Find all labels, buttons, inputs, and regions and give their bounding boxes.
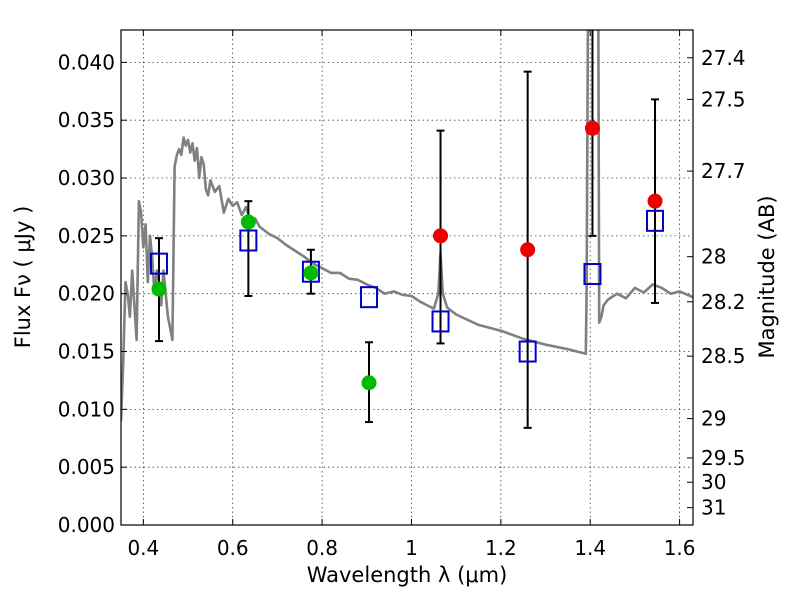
magnitude-axis-title: Magnitude (AB) (755, 195, 779, 358)
upper-limit-point (584, 120, 600, 136)
x-tick-label: 1.2 (485, 536, 517, 560)
model-photometry-square (301, 260, 320, 283)
model-photometry-square (518, 340, 537, 363)
y-tick-label: 0.035 (58, 108, 115, 132)
upper-limit-point (520, 242, 536, 258)
x-tick-label: 1.6 (664, 536, 696, 560)
magnitude-tick-label: 28 (701, 245, 726, 269)
x-tick-label: 1 (405, 536, 418, 560)
y-tick-label: 0.020 (58, 282, 115, 306)
magnitude-tick-label: 29 (701, 407, 726, 431)
magnitude-tick-label: 28.2 (701, 290, 746, 314)
magnitude-tick-label: 30 (701, 470, 726, 494)
x-tick-label: 1.4 (574, 536, 606, 560)
y-axis-ticks: 0.000 0.005 0.010 0.015 0.020 0.025 0.030 0.035… (58, 50, 127, 537)
x-axis-title: Wavelength λ (μm) (307, 563, 508, 587)
magnitude-tick-label: 27.5 (701, 87, 746, 111)
model-photometry-square (646, 209, 665, 232)
model-photometry-square (360, 286, 379, 309)
y-tick-label: 0.025 (58, 224, 115, 248)
y-tick-label: 0.010 (58, 397, 115, 421)
marker-layer (149, 120, 665, 391)
model-photometry-square (149, 252, 168, 275)
detection-point (361, 375, 377, 391)
detection-point (303, 265, 319, 281)
upper-limit-point (647, 193, 663, 209)
magnitude-tick-label: 27.7 (701, 159, 746, 183)
x-tick-label: 0.4 (127, 536, 159, 560)
x-axis-ticks: 0.4 0.6 0.8 1 1.2 1.4 1.6 (127, 30, 696, 560)
detection-point (151, 281, 167, 297)
model-photometry-square (239, 229, 258, 252)
upper-limit-point (433, 228, 449, 244)
magnitude-tick-label: 29.5 (701, 446, 746, 470)
y-axis-title: Flux Fν ( μJy ) (11, 206, 35, 349)
y-tick-label: 0.040 (58, 50, 115, 74)
plot-frame (120, 29, 694, 526)
y-tick-label: 0.005 (58, 455, 115, 479)
x-tick-label: 0.8 (306, 536, 338, 560)
y-tick-label: 0.000 (58, 513, 115, 537)
y-tick-label: 0.015 (58, 340, 115, 364)
magnitude-tick-label: 27.4 (701, 46, 746, 70)
magnitude-tick-label: 28.5 (701, 344, 746, 368)
x-tick-label: 0.6 (217, 536, 249, 560)
grid-lines (121, 30, 693, 526)
model-photometry-square (583, 263, 602, 286)
detection-point (240, 214, 256, 230)
y-tick-label: 0.030 (58, 166, 115, 190)
model-photometry-square (431, 310, 450, 333)
magnitude-tick-label: 31 (701, 496, 726, 520)
plot-background (121, 30, 693, 525)
